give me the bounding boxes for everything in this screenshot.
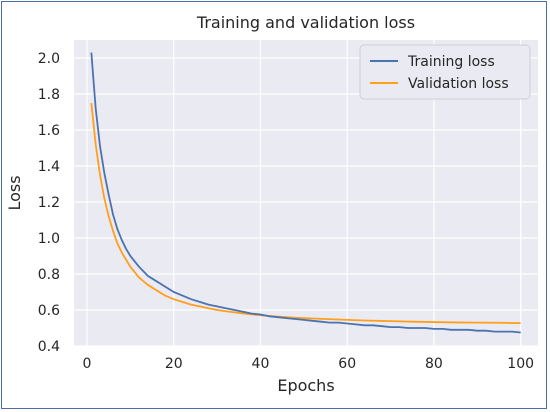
x-tick-label: 20 — [165, 356, 183, 372]
series-layer — [90, 52, 521, 334]
legend: Training loss Validation loss — [359, 44, 531, 100]
x-tick-label: 0 — [83, 356, 92, 372]
series-line-training-loss — [90, 52, 521, 334]
x-tick-label: 100 — [507, 356, 534, 372]
y-tick-label: 0.8 — [38, 267, 60, 283]
x-axis-label: Epochs — [277, 376, 334, 395]
y-tick-label: 1.2 — [38, 195, 60, 211]
y-tick-label: 2.0 — [38, 51, 60, 67]
x-tick-label: 40 — [252, 356, 270, 372]
y-tick-label: 1.6 — [38, 123, 60, 139]
legend-label-training: Training loss — [407, 54, 495, 70]
chart-title: Training and validation loss — [196, 13, 415, 32]
y-ticks: 0.4 0.6 0.8 1.0 1.2 1.4 1.6 1.8 2.0 — [38, 51, 60, 355]
y-tick-label: 1.4 — [38, 159, 60, 175]
legend-box — [359, 44, 531, 100]
y-tick-label: 1.8 — [38, 87, 60, 103]
y-tick-label: 0.4 — [38, 339, 60, 355]
y-axis-label: Loss — [5, 175, 24, 210]
y-tick-label: 1.0 — [38, 231, 60, 247]
x-ticks: 0 20 40 60 80 100 — [83, 356, 534, 372]
x-tick-label: 80 — [425, 356, 443, 372]
legend-label-validation: Validation loss — [408, 76, 509, 92]
x-tick-label: 60 — [338, 356, 356, 372]
series-line-validation-loss — [90, 102, 521, 325]
y-tick-label: 0.6 — [38, 303, 60, 319]
grid — [74, 40, 538, 347]
